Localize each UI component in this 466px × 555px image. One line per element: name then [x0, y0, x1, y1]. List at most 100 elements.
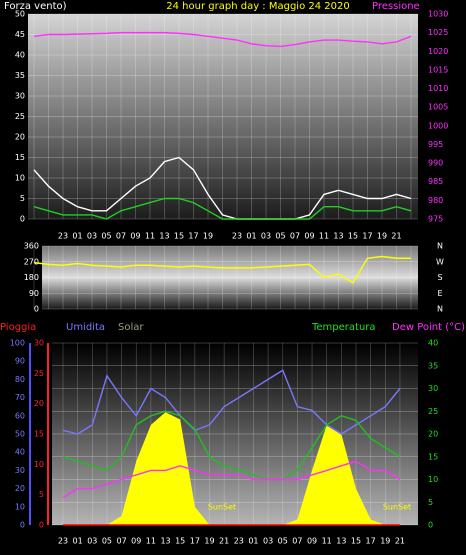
tick-label: 995	[428, 140, 443, 149]
x-tick-label: 09	[307, 537, 317, 546]
x-tick-label: 05	[278, 537, 288, 546]
x-tick-label: 23	[232, 232, 242, 241]
chart-title: 24 hour graph day : Maggio 24 2020	[166, 1, 349, 12]
line	[62, 410, 401, 481]
tick-label: 15	[34, 430, 44, 439]
line	[62, 369, 401, 435]
x-tick-label: 01	[72, 232, 82, 241]
line	[33, 197, 412, 220]
tick-label: 35	[428, 361, 438, 370]
tick-label: 40	[15, 51, 25, 60]
x-tick-label: 21	[219, 537, 229, 546]
x-tick-label: 19	[203, 232, 213, 241]
x-tick-label: 23	[58, 232, 68, 241]
x-tick-label: 07	[290, 232, 300, 241]
tick-label: 50	[15, 430, 25, 439]
tick-label: 90	[29, 289, 39, 298]
tick-label: 270	[24, 257, 39, 266]
tick-label: 0	[20, 215, 25, 224]
tick-label: 980	[428, 196, 443, 205]
x-tick-label: 21	[391, 232, 401, 241]
tick-label: 1010	[428, 84, 448, 93]
x-tick-label: 13	[159, 232, 169, 241]
tick-label: 30	[15, 466, 25, 475]
dewpoint-label: Dew Point (°C)	[392, 322, 465, 333]
tick-label: 20	[15, 484, 25, 493]
annotation: SunSet	[208, 503, 236, 512]
x-tick-label: 07	[292, 537, 302, 546]
tick-label: N	[437, 242, 443, 251]
rain-label: Pioggia	[0, 322, 36, 333]
x-tick-label: 09	[131, 537, 141, 546]
tick-label: S	[437, 273, 442, 282]
x-tick-label: 05	[275, 232, 285, 241]
humidity-label: Umidita	[66, 322, 105, 333]
tick-label: 10	[34, 460, 44, 469]
tick-label: 45	[15, 30, 25, 39]
x-tick-label: 03	[87, 537, 97, 546]
x-tick-label: 13	[333, 232, 343, 241]
tick-label: 0	[39, 521, 44, 530]
tick-label: 990	[428, 159, 443, 168]
tick-label: 0	[428, 521, 433, 530]
annotation: SunSet	[383, 503, 411, 512]
x-tick-label: 11	[145, 232, 155, 241]
tick-label: 20	[34, 399, 44, 408]
tick-label: 180	[24, 273, 39, 282]
tick-label: 1005	[428, 103, 448, 112]
x-tick-label: 03	[87, 232, 97, 241]
tick-label: 100	[10, 339, 25, 348]
x-tick-label: 07	[117, 537, 127, 546]
tick-label: 70	[15, 393, 25, 402]
tick-label: 25	[428, 407, 438, 416]
tick-label: 5	[39, 490, 44, 499]
tick-label: 15	[428, 452, 438, 461]
x-tick-label: 15	[351, 537, 361, 546]
tick-label: 985	[428, 177, 443, 186]
tick-label: 5	[428, 498, 433, 507]
tick-label: 80	[15, 375, 25, 384]
tick-label: 15	[15, 153, 25, 162]
tick-label: 40	[15, 448, 25, 457]
line	[33, 156, 412, 220]
line	[62, 460, 401, 499]
x-tick-label: 17	[366, 537, 376, 546]
wind-label: Forza vento)	[4, 1, 67, 12]
x-tick-label: 09	[304, 232, 314, 241]
tick-label: 360	[24, 242, 39, 251]
tick-label: 975	[428, 215, 443, 224]
x-tick-label: 23	[234, 537, 244, 546]
tick-label: 1025	[428, 28, 448, 37]
tick-label: 1020	[428, 47, 448, 56]
x-tick-label: 17	[188, 232, 198, 241]
tick-label: E	[437, 289, 442, 298]
x-tick-label: 17	[362, 232, 372, 241]
pressure-label: Pressione	[372, 1, 420, 12]
tick-label: 40	[428, 339, 438, 348]
tick-label: 30	[34, 339, 44, 348]
tick-label: 50	[15, 10, 25, 19]
x-tick-label: 23	[58, 537, 68, 546]
x-tick-label: 03	[263, 537, 273, 546]
tick-label: 1030	[428, 10, 448, 19]
x-tick-label: 17	[190, 537, 200, 546]
tick-label: 30	[15, 92, 25, 101]
x-tick-label: 01	[248, 537, 258, 546]
x-tick-label: 03	[261, 232, 271, 241]
tick-label: N	[437, 305, 443, 314]
x-tick-label: 15	[348, 232, 358, 241]
x-tick-label: 19	[204, 537, 214, 546]
x-tick-label: 11	[322, 537, 332, 546]
x-tick-label: 07	[116, 232, 126, 241]
x-tick-label: 11	[146, 537, 156, 546]
line	[33, 31, 412, 48]
x-tick-label: 15	[174, 232, 184, 241]
x-tick-label: 13	[160, 537, 170, 546]
solar-label: Solar	[118, 322, 144, 333]
panel-wind	[28, 14, 418, 219]
x-tick-label: 05	[102, 537, 112, 546]
x-tick-label: 15	[175, 537, 185, 546]
tick-label: 10	[428, 475, 438, 484]
tick-label: 20	[428, 430, 438, 439]
